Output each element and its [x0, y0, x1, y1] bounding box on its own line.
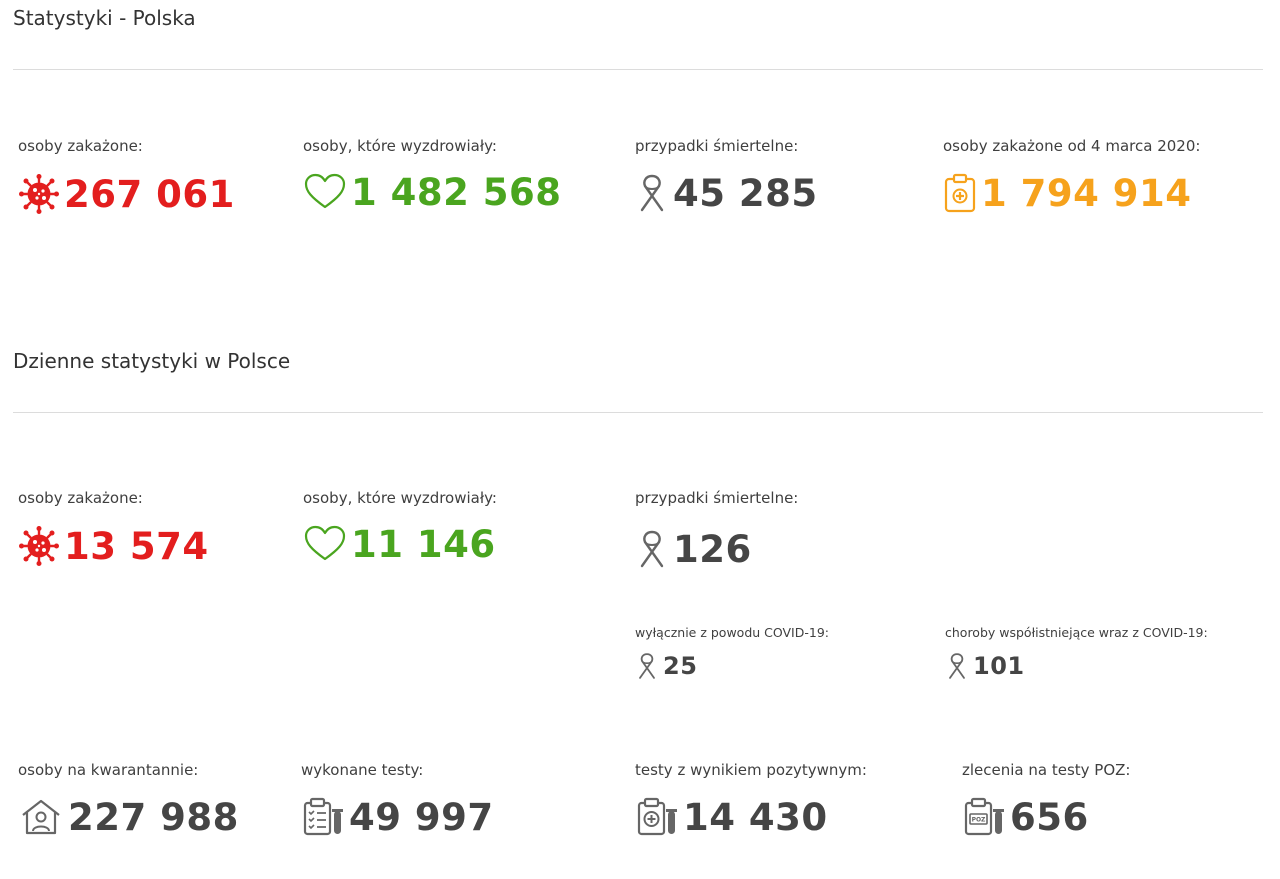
stat-value: 25	[663, 652, 698, 680]
stat-value: 11 146	[351, 522, 496, 566]
stat-recovered-daily: osoby, które wyzdrowiały: 11 146	[303, 489, 497, 563]
stat-value: 101	[973, 652, 1025, 680]
stat-label: wyłącznie z powodu COVID-19:	[635, 625, 829, 640]
stat-value: 14 430	[683, 795, 828, 839]
stat-label: zlecenia na testy POZ:	[962, 761, 1131, 779]
stat-deaths-daily: przypadki śmiertelne: 126	[635, 489, 798, 569]
stat-deaths-total: przypadki śmiertelne: 45 285	[635, 137, 818, 213]
stat-value: 13 574	[64, 524, 209, 568]
section-title-overall: Statystyki - Polska	[13, 6, 196, 30]
clipboard-medical-icon	[943, 173, 977, 213]
stat-label: osoby, które wyzdrowiały:	[303, 489, 497, 507]
positive-test-icon	[635, 797, 679, 837]
stat-poz-orders: zlecenia na testy POZ: POZ 656	[962, 761, 1130, 837]
stat-label: choroby współistniejące wraz z COVID-19:	[945, 625, 1208, 640]
stat-value: 126	[673, 527, 752, 571]
stat-value: 45 285	[673, 171, 818, 215]
stat-label: osoby zakażone:	[18, 137, 143, 155]
stat-label: osoby zakażone:	[18, 489, 143, 507]
virus-icon	[18, 173, 60, 215]
stat-value: 267 061	[64, 172, 235, 216]
heart-icon	[303, 525, 347, 563]
ribbon-icon	[635, 652, 659, 680]
stat-infected-since-march: osoby zakażone od 4 marca 2020: 1 794 91…	[943, 137, 1200, 213]
divider	[13, 412, 1263, 413]
checklist-tube-icon	[301, 797, 345, 837]
ribbon-icon	[635, 529, 669, 569]
stat-label: testy z wynikiem pozytywnym:	[635, 761, 867, 779]
ribbon-icon	[945, 652, 969, 680]
stat-label: przypadki śmiertelne:	[635, 137, 799, 155]
stat-label: przypadki śmiertelne:	[635, 489, 799, 507]
stat-infected-total: osoby zakażone:	[18, 137, 235, 215]
stat-deaths-covid-only: wyłącznie z powodu COVID-19: 25	[635, 625, 829, 680]
stat-value: 227 988	[68, 795, 239, 839]
virus-icon	[18, 525, 60, 567]
stat-recovered-total: osoby, które wyzdrowiały: 1 482 568	[303, 137, 561, 211]
stat-positive-tests: testy z wynikiem pozytywnym: 14 430	[635, 761, 867, 837]
stat-infected-daily: osoby zakażone:	[18, 489, 209, 567]
stat-value: 1 794 914	[981, 171, 1192, 215]
stat-deaths-comorbid: choroby współistniejące wraz z COVID-19:…	[945, 625, 1208, 680]
stat-value: 656	[1010, 795, 1089, 839]
stat-label: osoby, które wyzdrowiały:	[303, 137, 497, 155]
stat-value: 49 997	[349, 795, 494, 839]
house-person-icon	[18, 797, 64, 837]
stat-value: 1 482 568	[351, 170, 562, 214]
svg-text:POZ: POZ	[972, 817, 986, 824]
ribbon-icon	[635, 173, 669, 213]
heart-icon	[303, 173, 347, 211]
divider	[13, 69, 1263, 70]
stat-quarantine: osoby na kwarantannie: 227 988	[18, 761, 239, 837]
section-title-daily: Dzienne statystyki w Polsce	[13, 349, 291, 373]
stat-label: wykonane testy:	[301, 761, 424, 779]
stat-label: osoby na kwarantannie:	[18, 761, 199, 779]
stat-tests: wykonane testy: 49 997	[301, 761, 494, 837]
poz-test-icon: POZ	[962, 797, 1006, 837]
stat-label: osoby zakażone od 4 marca 2020:	[943, 137, 1201, 155]
